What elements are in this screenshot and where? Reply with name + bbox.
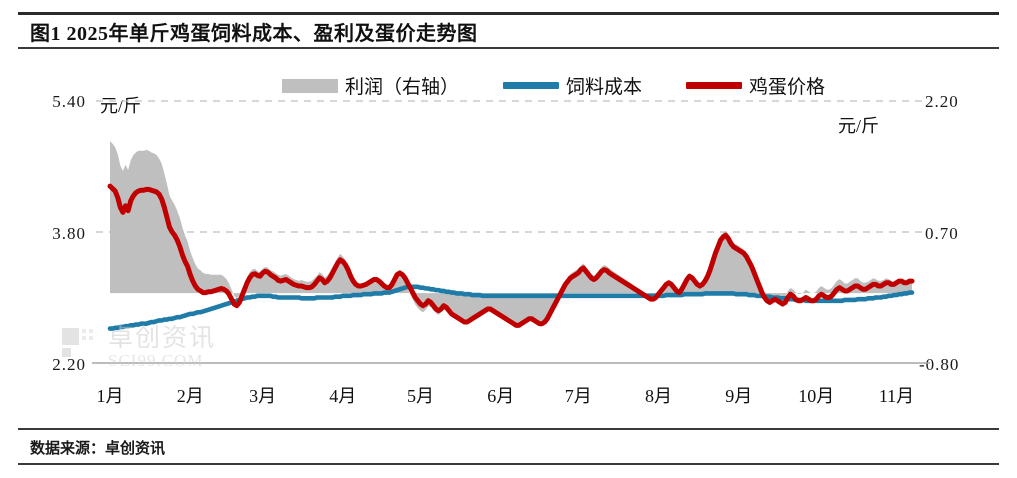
legend-label-feed-cost: 饲料成本: [566, 77, 643, 98]
left-axis-tick-bottom: 2.20: [52, 355, 86, 374]
source-note: 数据来源：卓创资讯: [30, 441, 166, 457]
x-axis-tick-6: 6月: [487, 386, 515, 406]
left-axis-tick-top: 5.40: [52, 92, 86, 111]
title-rule-top: [18, 12, 999, 15]
left-axis-tick-mid: 3.80: [52, 224, 86, 243]
footer-rule-bottom: [18, 463, 999, 465]
x-axis-tick-4: 4月: [329, 386, 357, 406]
legend-item-egg-price[interactable]: 鸡蛋价格: [686, 72, 825, 99]
title-rule-bottom: [18, 47, 999, 49]
footer-rule-top: [18, 428, 999, 430]
x-axis-tick-11: 11月: [878, 386, 915, 406]
right-axis-tick-bottom: -0.80: [919, 355, 960, 374]
x-axis-tick-8: 8月: [645, 386, 672, 406]
chart-legend: 利润（右轴） 饲料成本 鸡蛋价格: [282, 72, 825, 99]
x-axis-tick-2: 2月: [176, 386, 204, 406]
x-axis-tick-7: 7月: [564, 386, 592, 406]
x-axis-tick-10: 10月: [798, 386, 835, 406]
legend-item-profit[interactable]: 利润（右轴）: [282, 72, 459, 99]
x-axis-tick-1: 1月: [96, 386, 124, 406]
right-axis-tick-top: 2.20: [925, 92, 959, 111]
legend-swatch-line-icon: [686, 82, 743, 89]
x-axis-tick-9: 9月: [725, 386, 753, 406]
legend-label-egg-price: 鸡蛋价格: [749, 77, 826, 98]
legend-label-profit: 利润（右轴）: [345, 77, 460, 98]
right-axis-unit: 元/斤: [838, 116, 880, 136]
profit-area-series: [110, 141, 912, 325]
x-axis-tick-5: 5月: [407, 386, 434, 406]
egg-price-line-series: [107, 183, 915, 328]
x-axis-tick-3: 3月: [249, 386, 277, 406]
legend-item-feed-cost[interactable]: 饲料成本: [503, 72, 642, 99]
page-title: 图1 2025年单斤鸡蛋饲料成本、盈利及蛋价走势图: [30, 23, 478, 45]
feed-cost-line-series: [107, 284, 915, 331]
legend-swatch-area-icon: [282, 78, 338, 93]
legend-swatch-line-icon: [503, 82, 560, 89]
right-axis-tick-mid: 0.70: [925, 224, 959, 243]
